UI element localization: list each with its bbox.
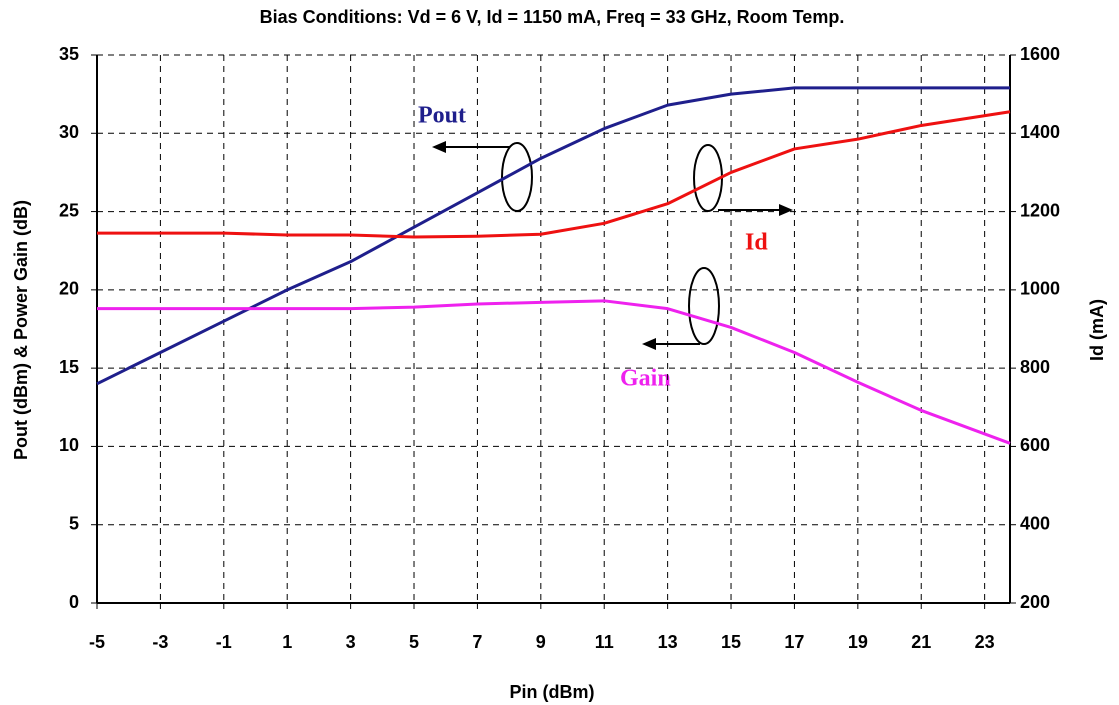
arrow-head: [432, 141, 446, 153]
x-tick-label: 5: [409, 632, 419, 652]
y-tick-label: 25: [59, 200, 79, 220]
series-line: [97, 110, 1011, 239]
y2-tick-label: 800: [1020, 357, 1050, 377]
series-line: [96, 86, 1010, 386]
y2-axis-label: Id (mA): [1087, 299, 1107, 361]
series-annotation: Gain: [620, 366, 671, 392]
x-tick-label: 9: [536, 632, 546, 652]
y-tick-label: 20: [59, 279, 79, 299]
x-tick-label: 13: [658, 632, 678, 652]
y2-tick-label: 1200: [1020, 200, 1060, 220]
x-tick-label: 7: [472, 632, 482, 652]
y-tick-label: 15: [59, 357, 79, 377]
x-tick-label: 21: [911, 632, 931, 652]
y-tick-label: 10: [59, 435, 79, 455]
x-tick-label: -3: [152, 632, 168, 652]
x-tick-label: -1: [216, 632, 232, 652]
x-tick-label: 19: [848, 632, 868, 652]
y2-tick-label: 1000: [1020, 279, 1060, 299]
annotations: [432, 141, 793, 350]
y-axis-label: Pout (dBm) & Power Gain (dB): [11, 200, 31, 460]
y-tick-label: 30: [59, 122, 79, 142]
arrow-head: [779, 204, 793, 216]
x-tick-label: -5: [89, 632, 105, 652]
y-tick-label: 5: [69, 513, 79, 533]
x-tick-label: 3: [346, 632, 356, 652]
series-annotation: Pout: [418, 103, 466, 129]
y2-tick-label: 1600: [1020, 44, 1060, 64]
x-axis-label: Pin (dBm): [510, 682, 595, 702]
y2-tick-label: 600: [1020, 435, 1050, 455]
x-tick-label: 23: [975, 632, 995, 652]
chart-title: Bias Conditions: Vd = 6 V, Id = 1150 mA,…: [260, 7, 845, 27]
x-tick-label: 17: [784, 632, 804, 652]
series-line: [97, 299, 1011, 445]
y2-tick-label: 1400: [1020, 122, 1060, 142]
y-tick-label: 35: [59, 44, 79, 64]
x-tick-label: 1: [282, 632, 292, 652]
y2-tick-label: 200: [1020, 592, 1050, 612]
y2-tick-label: 400: [1020, 513, 1050, 533]
series-annotation: Id: [745, 230, 768, 256]
ellipse: [501, 142, 533, 212]
x-tick-label: 11: [595, 632, 614, 652]
x-tick-label: 15: [721, 632, 741, 652]
arrow-head: [642, 338, 656, 350]
y-tick-label: 0: [69, 592, 79, 612]
ellipse: [688, 267, 720, 345]
